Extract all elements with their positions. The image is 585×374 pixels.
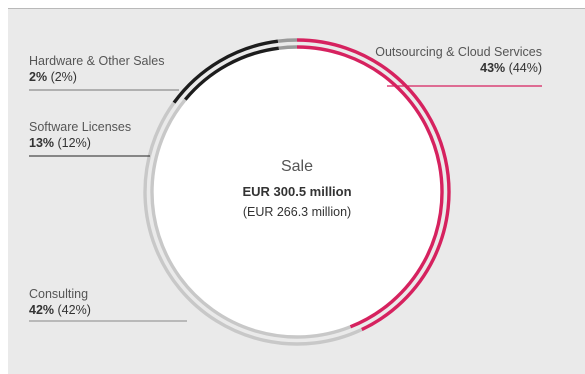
current-ring-arc-outsourcing (296, 38, 451, 332)
slice-values-consulting: 42% (42%) (29, 302, 91, 318)
current-ring (143, 38, 451, 346)
previous-ring-arc-consulting (150, 98, 352, 339)
previous-ring-arc-outsourcing (296, 45, 444, 329)
slice-prev-software: (12%) (57, 136, 91, 150)
previous-ring-arc-hardware (278, 45, 298, 50)
previous-ring (150, 45, 444, 339)
slice-label-hardware: Hardware & Other Sales 2% (2%) (29, 53, 164, 85)
slice-name-outsourcing: Outsourcing & Cloud Services (375, 45, 542, 59)
slice-values-hardware: 2% (2%) (29, 69, 164, 85)
center-title: Sale (280, 158, 314, 175)
slice-value-software: 13% (29, 136, 55, 150)
slice-prev-outsourcing: (44%) (508, 61, 542, 75)
center-disc (151, 46, 443, 338)
center-total: EUR 300.5 million (242, 184, 352, 199)
slice-label-outsourcing: Outsourcing & Cloud Services 43% (44%) (375, 44, 542, 76)
slice-values-outsourcing: 43% (44%) (375, 60, 542, 76)
slice-prev-hardware: (2%) (50, 70, 77, 84)
slice-label-software: Software Licenses 13% (12%) (29, 119, 131, 151)
slice-label-consulting: Consulting 42% (42%) (29, 286, 91, 318)
slice-value-outsourcing: 43% (480, 61, 506, 75)
slice-values-software: 13% (12%) (29, 135, 131, 151)
previous-ring-arc-software (183, 46, 280, 101)
slice-name-software: Software Licenses (29, 120, 132, 134)
center-previous: (EUR 266.3 million) (242, 205, 352, 219)
slice-name-consulting: Consulting (29, 287, 89, 301)
slice-value-consulting: 42% (29, 303, 55, 317)
current-ring-arc-hardware (277, 38, 298, 43)
slice-prev-consulting: (42%) (57, 303, 91, 317)
current-ring-arc-consulting (143, 101, 363, 346)
current-ring-arc-software (172, 39, 279, 104)
slice-name-hardware: Hardware & Other Sales (29, 54, 165, 68)
slice-value-hardware: 2% (29, 70, 48, 84)
